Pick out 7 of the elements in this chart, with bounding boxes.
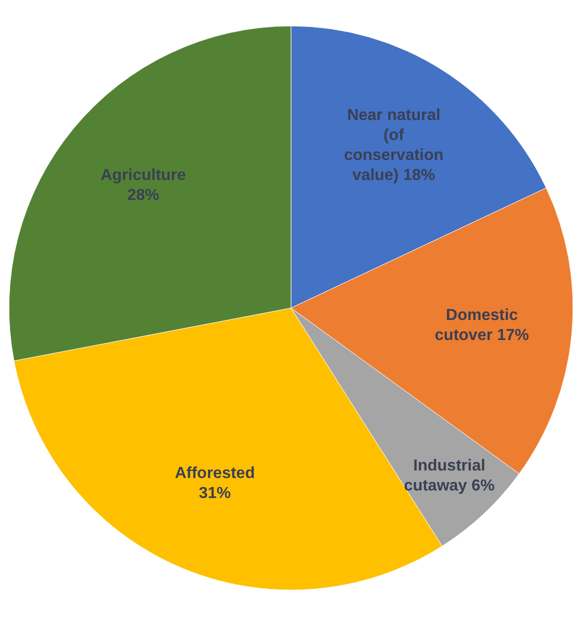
slice-label: Domestic cutover 17% [434, 307, 530, 344]
data-label: 28% [127, 186, 160, 204]
slice-label: Near natural (of conservation value) 18% [344, 107, 444, 184]
data-label: 31% [198, 485, 231, 502]
slice-label: Industrial cutaway 6% [404, 458, 495, 495]
slice-label: Agriculture [100, 166, 186, 184]
slice-label: Afforested [174, 465, 255, 482]
